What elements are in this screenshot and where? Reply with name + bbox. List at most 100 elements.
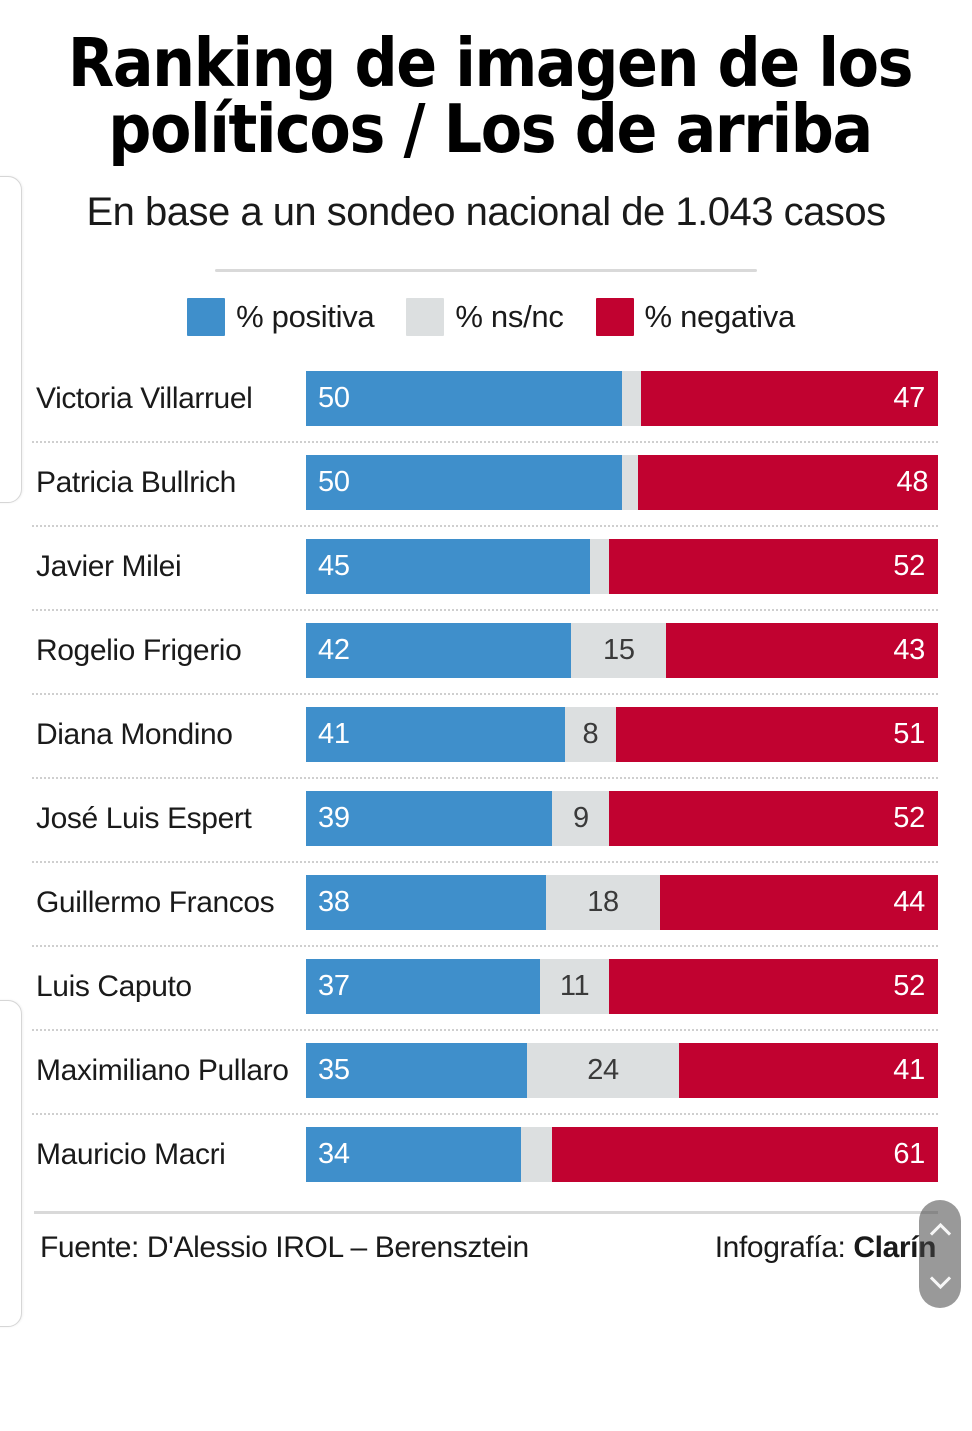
bar-segment-positiva: 42 [306,623,572,679]
row-label: Diana Mondino [36,717,233,751]
bar-segment-negativa-value: 52 [893,550,925,583]
bar-segment-nsnc: 9 [552,791,610,847]
row-label: Maximiliano Pullaro [36,1053,289,1087]
chart-row: Victoria Villarruel 50 3 47 [0,357,972,441]
stacked-bar: 34 5 61 [306,1127,938,1183]
chart-legend: % positiva % ns/nc % negativa [0,297,972,336]
chart-row: Diana Mondino 41 8 51 [0,692,972,777]
footer-source: Fuente: D'Alessio IROL – Berensztein [40,1230,529,1264]
bar-segment-negativa-value: 44 [893,886,925,919]
row-label: Luis Caputo [36,969,192,1003]
page-subtitle: En base a un sondeo nacional de 1.043 ca… [86,189,886,234]
bar-segment-negativa-value: 43 [893,634,925,667]
bar-segment-positiva-value: 45 [318,550,350,583]
bar-segment-positiva-value: 41 [318,718,350,751]
chart-row: Maximiliano Pullaro 35 24 41 [0,1028,972,1113]
bar-segment-positiva: 35 [306,1043,528,1099]
bar-segment-negativa: 44 [659,875,938,931]
chart-row: Patricia Bullrich 50 2 48 [0,440,972,525]
stacked-bar: 42 15 43 [306,623,938,679]
bar-segment-nsnc-value: 18 [587,886,619,919]
legend-item-nsnc: % ns/nc [406,297,564,336]
chart-row: Rogelio Frigerio 42 15 43 [0,608,972,693]
row-label: Patricia Bullrich [36,465,236,499]
stacked-bar: 45 3 52 [306,539,938,595]
bar-segment-negativa-value: 52 [893,970,925,1003]
bar-segment-positiva: 34 [306,1127,521,1183]
footer-divider [34,1210,938,1214]
stacked-bar: 37 11 52 [306,959,938,1015]
legend-swatch-negativa [595,297,634,336]
bar-segment-positiva-value: 37 [318,970,350,1003]
bar-segment-negativa: 61 [552,1127,938,1183]
bar-segment-positiva-value: 35 [318,1054,350,1087]
stacked-bar: 39 9 52 [306,791,938,847]
chevron-up-icon[interactable] [930,1224,950,1236]
bar-segment-negativa-value: 48 [896,466,929,499]
legend-label-positiva: % positiva [236,298,375,334]
legend-swatch-positiva [187,297,226,336]
bar-segment-positiva: 45 [306,539,591,595]
bar-segment-negativa: 51 [615,707,938,763]
header-divider [215,268,757,272]
bar-segment-negativa-value: 51 [893,718,925,751]
bar-segment-negativa: 52 [609,959,938,1015]
background-card-edge-top [0,176,22,503]
bar-segment-nsnc-value: 9 [572,802,589,835]
bar-segment-negativa-value: 61 [893,1138,925,1171]
bar-segment-negativa: 43 [666,623,938,679]
chart-row: Mauricio Macri 34 5 61 [0,1112,972,1197]
bar-segment-positiva-value: 34 [318,1138,350,1171]
bar-segment-positiva-value: 39 [318,802,350,835]
bar-segment-positiva: 50 [306,455,622,511]
row-label: José Luis Espert [36,801,252,835]
bar-segment-negativa-value: 47 [893,382,925,415]
stacked-bar: 35 24 41 [306,1043,938,1099]
chart-row: Guillermo Francos 38 18 44 [0,860,972,945]
bar-segment-nsnc: 3 [590,539,610,595]
bar-segment-nsnc: 15 [571,623,667,679]
legend-label-negativa: % negativa [644,298,796,334]
bar-segment-positiva: 50 [306,371,622,427]
legend-item-negativa: % negativa [595,297,796,336]
bar-segment-nsnc: 8 [565,707,616,763]
footer-credit: Infografía: Clarín [714,1230,937,1265]
bar-segment-nsnc: 11 [539,959,610,1015]
bar-segment-negativa: 48 [637,455,938,511]
bar-segment-negativa: 52 [609,791,938,847]
bar-segment-nsnc-value: 24 [587,1054,619,1087]
bar-segment-nsnc: 5 [520,1127,553,1183]
bar-segment-nsnc: 24 [527,1043,679,1099]
stacked-bar: 50 3 47 [306,371,938,427]
bar-segment-negativa: 47 [640,371,938,427]
chart-row: José Luis Espert 39 9 52 [0,776,972,861]
row-label: Javier Milei [36,549,182,583]
page-title: Ranking de imagen de los políticos / Los… [67,24,914,169]
chart-row: Javier Milei 45 3 52 [0,524,972,609]
background-card-edge-bottom [0,1000,22,1327]
bar-segment-negativa: 41 [678,1043,938,1099]
bar-segment-negativa-value: 41 [893,1054,925,1087]
row-label: Rogelio Frigerio [36,633,242,667]
row-label: Mauricio Macri [36,1137,226,1171]
row-label: Victoria Villarruel [36,381,253,415]
stacked-bar: 41 8 51 [306,707,938,763]
chart-row: Luis Caputo 37 11 52 [0,944,972,1029]
bar-segment-positiva: 41 [306,707,566,763]
bar-segment-nsnc-value: 8 [582,718,599,751]
row-label: Guillermo Francos [36,885,275,919]
bar-segment-nsnc: 2 [622,455,638,511]
bar-segment-positiva-value: 50 [318,466,350,499]
legend-item-positiva: % positiva [187,297,375,336]
footer-credit-prefix: Infografía: [714,1230,854,1264]
scroll-widget[interactable] [919,1200,961,1308]
bar-segment-nsnc-value: 15 [603,634,635,667]
chevron-down-icon[interactable] [930,1272,950,1284]
bar-segment-nsnc: 3 [622,371,641,427]
chart-rows: Victoria Villarruel 50 3 47 Patricia Bullric… [0,357,972,1197]
bar-segment-nsnc: 18 [546,875,660,931]
bar-segment-positiva: 38 [306,875,547,931]
bar-segment-positiva-value: 38 [318,886,350,919]
bar-segment-negativa-value: 52 [893,802,925,835]
